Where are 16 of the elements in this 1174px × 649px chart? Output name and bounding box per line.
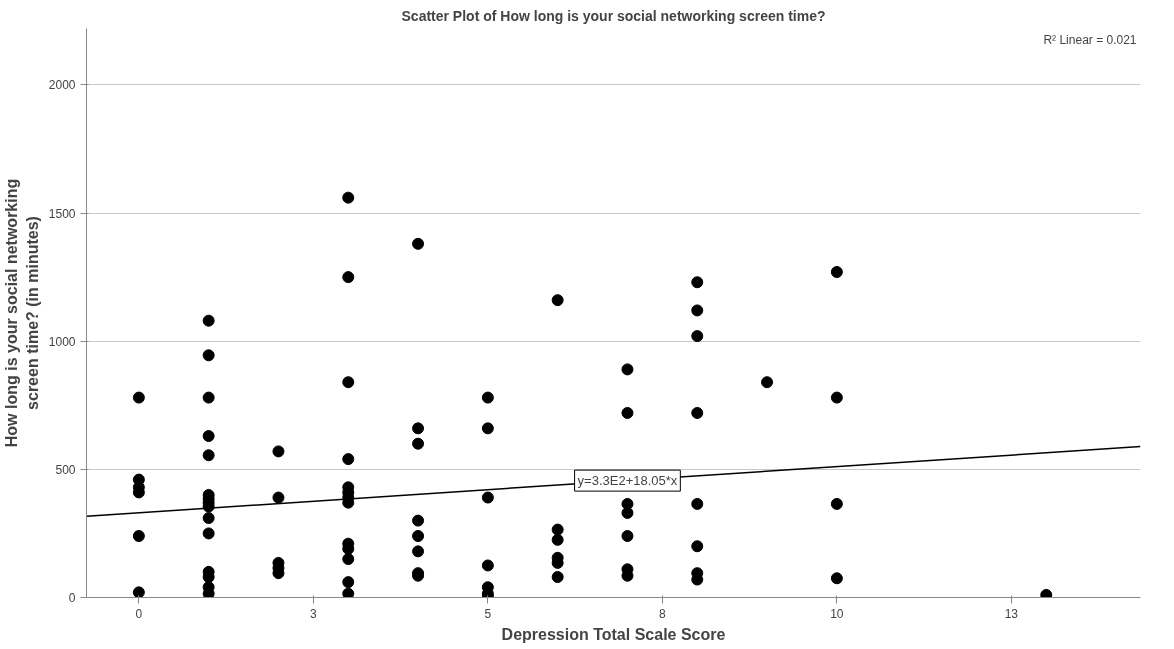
x-tick-label: 8 [659,606,667,621]
x-tick-label: 0 [135,606,143,621]
y-tick-label: 1500 [48,206,76,221]
x-tick-label: 10 [830,606,844,621]
y-tick-label: 1000 [48,334,76,349]
annotation: R² Linear = 0.021 [1043,32,1137,47]
x-tick-label: 13 [1004,606,1019,621]
x-axis-title: Depression Total Scale Score [501,625,726,643]
y-tick-label: 0 [68,591,76,605]
y-tick-label: 2000 [48,78,76,93]
x-tick-label: 5 [484,606,492,621]
y-tick-label: 500 [55,462,76,477]
annotation: y=3.3E2+18.05*x [577,473,678,489]
x-tick-label: 3 [310,606,318,621]
y-axis-title: How long is your social networking screen time? (in minutes) [3,178,41,448]
chart-title: Scatter Plot of How long is your social networking screen time? [401,7,826,24]
